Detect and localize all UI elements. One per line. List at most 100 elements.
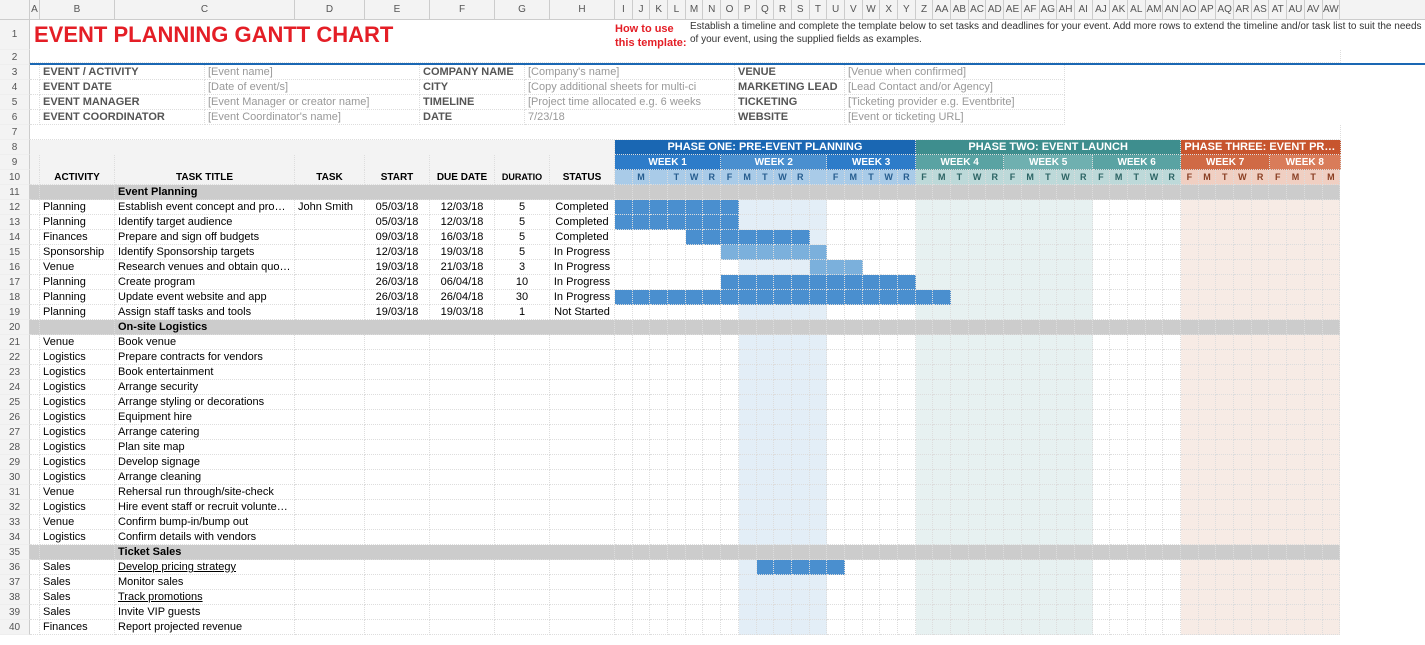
dur-cell[interactable]: 5	[495, 200, 550, 215]
owner-cell[interactable]	[295, 395, 365, 410]
row-num[interactable]: 14	[0, 230, 30, 245]
gantt-cell[interactable]	[933, 290, 951, 305]
gantt-cell[interactable]	[898, 515, 916, 530]
gantt-cell[interactable]	[1004, 530, 1022, 545]
gantt-cell[interactable]	[1004, 350, 1022, 365]
gantt-cell[interactable]	[757, 470, 775, 485]
gantt-cell[interactable]	[1199, 275, 1217, 290]
gantt-cell[interactable]	[1075, 215, 1093, 230]
gantt-cell[interactable]	[1040, 305, 1058, 320]
gantt-cell[interactable]	[863, 290, 881, 305]
gantt-cell[interactable]	[1093, 305, 1111, 320]
activity-cell[interactable]: Logistics	[40, 350, 115, 365]
due-cell[interactable]	[430, 515, 495, 530]
gantt-cell[interactable]	[1057, 515, 1075, 530]
gantt-cell[interactable]	[1287, 530, 1305, 545]
gantt-cell[interactable]	[933, 350, 951, 365]
gantt-cell[interactable]	[933, 515, 951, 530]
gantt-cell[interactable]	[792, 215, 810, 230]
gantt-cell[interactable]	[1110, 410, 1128, 425]
gantt-cell[interactable]	[863, 575, 881, 590]
gantt-cell[interactable]	[845, 245, 863, 260]
gantt-cell[interactable]	[721, 530, 739, 545]
cell[interactable]	[40, 320, 115, 335]
row-num[interactable]: 38	[0, 590, 30, 605]
gantt-cell[interactable]	[1323, 350, 1341, 365]
gantt-cell[interactable]	[774, 575, 792, 590]
gantt-cell[interactable]	[1216, 215, 1234, 230]
cell[interactable]	[30, 95, 40, 110]
gantt-cell[interactable]	[1234, 350, 1252, 365]
gantt-cell[interactable]	[1234, 455, 1252, 470]
gantt-cell[interactable]	[1163, 260, 1181, 275]
gantt-cell[interactable]	[1128, 215, 1146, 230]
gantt-cell[interactable]	[1128, 290, 1146, 305]
gantt-cell[interactable]	[615, 605, 633, 620]
gantt-cell[interactable]	[1004, 395, 1022, 410]
due-cell[interactable]	[430, 500, 495, 515]
gantt-cell[interactable]	[1199, 380, 1217, 395]
gantt-cell[interactable]	[810, 395, 828, 410]
gantt-cell[interactable]	[686, 245, 704, 260]
gantt-cell[interactable]	[1287, 275, 1305, 290]
col-R[interactable]: R	[774, 0, 792, 19]
gantt-cell[interactable]	[1163, 560, 1181, 575]
gantt-cell[interactable]	[951, 215, 969, 230]
status-cell[interactable]	[550, 350, 615, 365]
gantt-cell[interactable]	[969, 365, 987, 380]
gantt-cell[interactable]	[933, 620, 951, 635]
gantt-cell[interactable]	[1305, 335, 1323, 350]
dur-cell[interactable]: 5	[495, 245, 550, 260]
gantt-cell[interactable]	[810, 575, 828, 590]
gantt-cell[interactable]	[810, 380, 828, 395]
gantt-cell[interactable]	[810, 425, 828, 440]
gantt-cell[interactable]	[827, 410, 845, 425]
gantt-cell[interactable]	[1163, 395, 1181, 410]
gantt-cell[interactable]	[1093, 365, 1111, 380]
gantt-cell[interactable]	[1093, 275, 1111, 290]
gantt-cell[interactable]	[1146, 440, 1164, 455]
dur-cell[interactable]	[495, 365, 550, 380]
gantt-cell[interactable]	[863, 395, 881, 410]
gantt-cell[interactable]	[1323, 245, 1341, 260]
activity-cell[interactable]: Sales	[40, 605, 115, 620]
gantt-cell[interactable]	[1057, 350, 1075, 365]
gantt-cell[interactable]	[739, 590, 757, 605]
task-title-cell[interactable]: Identify Sponsorship targets	[115, 245, 295, 260]
due-cell[interactable]	[430, 620, 495, 635]
gantt-cell[interactable]	[1057, 245, 1075, 260]
gantt-cell[interactable]	[1163, 290, 1181, 305]
gantt-cell[interactable]	[686, 500, 704, 515]
gantt-cell[interactable]	[969, 230, 987, 245]
gantt-cell[interactable]	[1234, 245, 1252, 260]
gantt-cell[interactable]	[1181, 485, 1199, 500]
gantt-cell[interactable]	[1305, 590, 1323, 605]
activity-cell[interactable]: Planning	[40, 290, 115, 305]
col-AD[interactable]: AD	[986, 0, 1004, 19]
due-cell[interactable]	[430, 440, 495, 455]
gantt-cell[interactable]	[845, 230, 863, 245]
gantt-cell[interactable]	[810, 230, 828, 245]
gantt-cell[interactable]	[721, 305, 739, 320]
owner-cell[interactable]	[295, 620, 365, 635]
gantt-cell[interactable]	[792, 335, 810, 350]
gantt-cell[interactable]	[615, 530, 633, 545]
gantt-cell[interactable]	[1040, 275, 1058, 290]
gantt-cell[interactable]	[951, 620, 969, 635]
gantt-cell[interactable]	[1075, 575, 1093, 590]
gantt-cell[interactable]	[633, 620, 651, 635]
gantt-cell[interactable]	[1146, 215, 1164, 230]
gantt-cell[interactable]	[1146, 425, 1164, 440]
gantt-cell[interactable]	[916, 350, 934, 365]
gantt-cell[interactable]	[1022, 410, 1040, 425]
gantt-cell[interactable]	[1305, 500, 1323, 515]
activity-cell[interactable]: Logistics	[40, 500, 115, 515]
gantt-cell[interactable]	[1040, 455, 1058, 470]
gantt-cell[interactable]	[721, 605, 739, 620]
cell[interactable]	[30, 485, 40, 500]
gantt-cell[interactable]	[827, 530, 845, 545]
status-cell[interactable]	[550, 425, 615, 440]
owner-cell[interactable]	[295, 410, 365, 425]
task-title-cell[interactable]: Prepare contracts for vendors	[115, 350, 295, 365]
status-cell[interactable]: In Progress	[550, 245, 615, 260]
